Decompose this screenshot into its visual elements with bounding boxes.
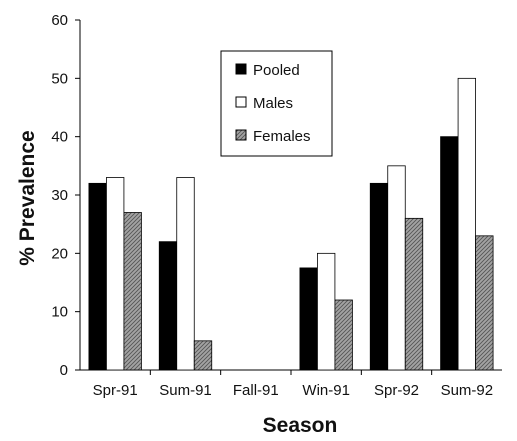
y-axis-ticks: 0 10 20 30 40 50 60 [51, 12, 80, 379]
bar-males [457, 77, 476, 371]
bar-females [123, 212, 142, 371]
plot-area [79, 20, 502, 371]
y-axis-title: % Prevalence [16, 130, 39, 265]
legend-label-males: Males [253, 95, 293, 112]
legend-swatch-pooled [235, 63, 247, 75]
x-tick-label: Fall-91 [233, 382, 279, 399]
bar-females [193, 340, 213, 371]
x-axis-title: Season [263, 414, 338, 437]
bar-pooled [299, 267, 318, 371]
y-tick-label: 10 [51, 304, 68, 321]
y-tick-label: 50 [51, 70, 68, 87]
y-tick-label: 20 [51, 245, 68, 262]
x-tick-label: Sum-91 [159, 382, 212, 399]
legend-label-females: Females [253, 128, 311, 145]
legend: Pooled Males Females [220, 50, 333, 157]
x-axis-ticks: Spr-91 Sum-91 Fall-91 Win-91 Spr-92 Sum-92 [93, 370, 493, 399]
bar-males [387, 165, 406, 371]
bar-males [176, 177, 195, 371]
x-tick-label: Sum-92 [441, 382, 494, 399]
bar-females [475, 235, 494, 371]
bar-females [334, 299, 353, 371]
bar-females [404, 217, 424, 371]
legend-swatch-males [235, 96, 247, 108]
x-tick-label: Win-91 [302, 382, 350, 399]
y-tick-label: 60 [51, 12, 68, 29]
legend-label-pooled: Pooled [253, 62, 300, 79]
bar-pooled [440, 136, 459, 371]
y-tick-label: 40 [51, 129, 68, 146]
x-tick-label: Spr-91 [93, 382, 138, 399]
bar-pooled [158, 241, 178, 371]
legend-swatch-females [235, 129, 247, 141]
bar-males [317, 252, 336, 371]
bar-pooled [369, 182, 389, 371]
y-tick-label: 30 [51, 187, 68, 204]
x-tick-label: Spr-92 [374, 382, 419, 399]
bar-pooled [88, 182, 107, 371]
y-tick-label: 0 [60, 362, 68, 379]
bar-males [106, 177, 125, 371]
